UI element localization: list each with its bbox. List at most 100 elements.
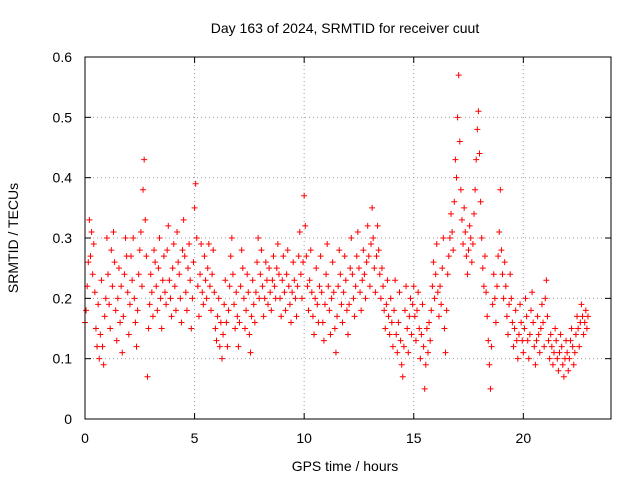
data-point xyxy=(373,253,380,260)
data-point xyxy=(89,271,96,278)
data-point xyxy=(419,301,426,308)
data-point xyxy=(327,331,334,338)
data-point xyxy=(301,192,308,199)
data-point xyxy=(347,265,354,272)
data-point xyxy=(357,289,364,296)
data-point xyxy=(581,319,588,326)
data-point xyxy=(265,301,272,308)
data-point xyxy=(572,331,579,338)
data-point xyxy=(555,367,562,374)
data-point xyxy=(548,343,555,350)
data-point xyxy=(566,355,573,362)
data-point xyxy=(446,235,453,241)
data-point xyxy=(449,228,456,235)
data-point xyxy=(551,349,558,356)
ticks-layer: 0 0.1 0.2 0.3 0.4 0.5 0.6 0 5 10 15 20 xyxy=(53,49,611,446)
data-point xyxy=(529,289,536,296)
data-point xyxy=(531,343,538,350)
data-point xyxy=(542,295,549,302)
data-point xyxy=(85,259,92,266)
data-point xyxy=(204,265,211,272)
data-point xyxy=(294,283,301,290)
data-point xyxy=(313,265,320,272)
data-point xyxy=(117,319,124,326)
data-point xyxy=(280,253,287,260)
data-point xyxy=(141,156,148,163)
data-point xyxy=(169,265,176,272)
x-tick-label: 10 xyxy=(296,430,312,446)
data-point xyxy=(519,337,526,344)
data-point xyxy=(454,114,461,121)
data-point xyxy=(570,361,577,368)
data-point xyxy=(174,228,181,235)
data-point xyxy=(530,319,537,326)
data-point xyxy=(266,265,273,272)
data-point xyxy=(412,337,419,344)
data-point xyxy=(241,325,248,332)
data-point xyxy=(245,289,252,296)
data-point xyxy=(547,331,554,338)
data-point xyxy=(289,289,296,296)
data-point xyxy=(227,253,234,260)
data-point xyxy=(231,301,238,308)
data-point xyxy=(263,277,270,284)
data-point xyxy=(317,253,324,260)
data-point xyxy=(311,331,318,338)
data-point xyxy=(341,253,348,260)
data-point xyxy=(479,265,486,272)
data-point xyxy=(212,325,219,332)
data-point xyxy=(428,307,435,314)
data-point xyxy=(279,277,286,284)
data-point xyxy=(261,295,268,302)
data-point xyxy=(374,222,381,229)
data-point xyxy=(105,271,112,278)
data-point xyxy=(228,235,235,241)
data-point xyxy=(443,307,450,314)
data-point xyxy=(508,295,515,302)
data-point xyxy=(178,319,185,326)
data-point xyxy=(321,301,328,308)
data-point xyxy=(125,331,132,338)
data-point xyxy=(380,283,387,290)
data-point xyxy=(221,301,228,308)
data-point xyxy=(183,307,190,314)
data-point xyxy=(565,367,572,374)
data-point xyxy=(546,355,553,362)
data-point xyxy=(386,331,393,338)
data-point xyxy=(502,283,509,290)
data-point xyxy=(83,307,90,314)
data-point xyxy=(473,156,480,163)
data-point xyxy=(488,343,495,350)
data-point xyxy=(288,319,295,326)
data-point xyxy=(302,222,309,229)
data-point xyxy=(209,271,216,278)
data-point xyxy=(269,277,276,284)
data-point xyxy=(536,349,543,356)
data-point xyxy=(128,253,135,260)
data-point xyxy=(86,216,93,223)
data-point xyxy=(396,289,403,296)
data-point xyxy=(400,343,407,350)
data-point xyxy=(377,295,384,302)
data-point xyxy=(375,247,382,254)
data-point xyxy=(444,271,451,278)
data-point xyxy=(106,301,113,308)
data-point xyxy=(438,301,445,308)
data-point xyxy=(472,186,479,193)
data-point xyxy=(533,337,540,344)
data-point xyxy=(433,241,440,248)
data-point xyxy=(506,301,513,308)
data-point xyxy=(329,259,336,266)
data-point xyxy=(98,277,105,284)
data-point xyxy=(434,289,441,296)
data-point xyxy=(246,331,253,338)
data-point xyxy=(318,289,325,296)
data-point xyxy=(235,343,242,350)
data-point xyxy=(198,241,205,248)
data-point xyxy=(213,337,220,344)
data-point xyxy=(421,385,428,392)
data-point xyxy=(399,373,406,380)
data-point xyxy=(557,331,564,338)
data-point xyxy=(157,295,164,302)
data-point xyxy=(243,307,250,314)
